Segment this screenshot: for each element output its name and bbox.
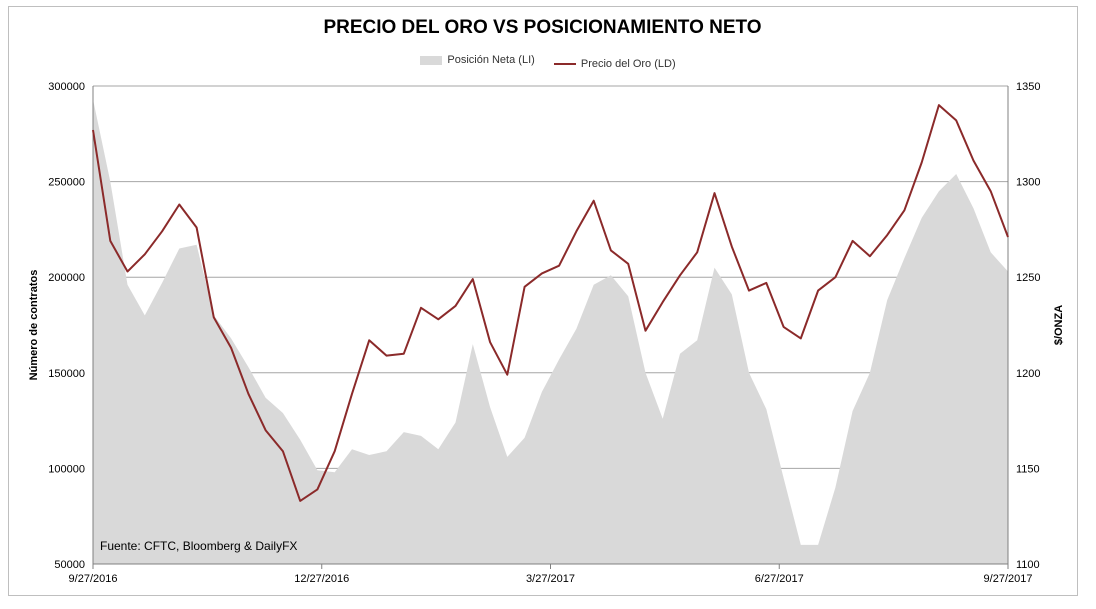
x-tick-label: 6/27/2017	[755, 573, 804, 585]
chart-title: PRECIO DEL ORO VS POSICIONAMIENTO NETO	[323, 17, 762, 38]
legend: Posición Neta (LI) Precio del Oro (LD)	[0, 54, 1096, 70]
gold-price-line-layer	[92, 104, 1009, 502]
net-position-area	[93, 99, 1008, 565]
source-note: Fuente: CFTC, Bloomberg & DailyFX	[100, 539, 297, 553]
right-axis-label: $/ONZA	[1053, 305, 1065, 345]
left-tick-label: 50000	[54, 559, 85, 571]
legend-swatch-line	[553, 62, 576, 65]
net-position-area-layer	[93, 99, 1008, 565]
legend-item-net-position: Posición Neta (LI)	[420, 54, 535, 66]
x-axis-tick-labels: 9/27/2016 12/27/2016 3/27/2017 6/27/2017 9/2…	[69, 573, 1033, 585]
legend-label-net-position: Posición Neta (LI)	[447, 54, 535, 66]
gold-price-line	[92, 104, 1009, 502]
x-tick-label: 3/27/2017	[526, 573, 575, 585]
right-tick-label: 1100	[1016, 559, 1040, 571]
left-tick-label: 300000	[48, 81, 85, 93]
axes	[92, 86, 1009, 569]
legend-label-gold-price: Precio del Oro (LD)	[580, 57, 676, 70]
right-tick-label: 1300	[1016, 177, 1040, 189]
left-tick-label: 250000	[48, 177, 85, 189]
right-tick-label: 1350	[1016, 81, 1040, 93]
legend-item-gold-price: Precio del Oro (LD)	[553, 57, 676, 70]
right-tick-label: 1250	[1016, 272, 1040, 284]
right-axis-tick-labels: 1350 1300 1250 1200 1150 1100	[1016, 81, 1040, 571]
left-axis-label: Número de contratos	[28, 270, 40, 381]
right-tick-label: 1200	[1016, 368, 1040, 380]
x-tick-label: 9/27/2016	[69, 573, 118, 585]
x-tick-label: 9/27/2017	[984, 573, 1033, 585]
chart-frame	[8, 6, 1078, 596]
left-tick-label: 100000	[48, 463, 85, 475]
left-tick-label: 150000	[48, 368, 85, 380]
legend-swatch-area	[420, 55, 443, 65]
left-tick-label: 200000	[48, 272, 85, 284]
left-axis-tick-labels: 300000 250000 200000 150000 100000 50000	[48, 81, 85, 571]
x-tick-label: 12/27/2016	[294, 573, 349, 585]
right-tick-label: 1150	[1016, 463, 1040, 475]
